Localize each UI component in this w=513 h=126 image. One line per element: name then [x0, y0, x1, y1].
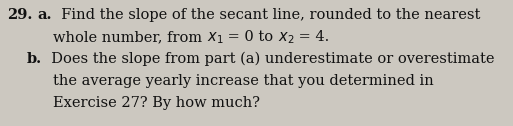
Text: whole number, from: whole number, from [53, 30, 207, 44]
Text: the average yearly increase that you determined in: the average yearly increase that you det… [53, 74, 434, 88]
Text: Does the slope from part (a) underestimate or overestimate: Does the slope from part (a) underestima… [42, 52, 495, 66]
Text: = 0 to: = 0 to [223, 30, 278, 44]
Text: $x_1$: $x_1$ [207, 30, 223, 46]
Text: b.: b. [27, 52, 42, 66]
Text: $x_2$: $x_2$ [278, 30, 294, 46]
Text: = 4.: = 4. [294, 30, 330, 44]
Text: Exercise 27? By how much?: Exercise 27? By how much? [53, 96, 260, 110]
Text: Find the slope of the secant line, rounded to the nearest: Find the slope of the secant line, round… [51, 8, 480, 22]
Text: a.: a. [37, 8, 51, 22]
Text: 29.: 29. [7, 8, 32, 22]
